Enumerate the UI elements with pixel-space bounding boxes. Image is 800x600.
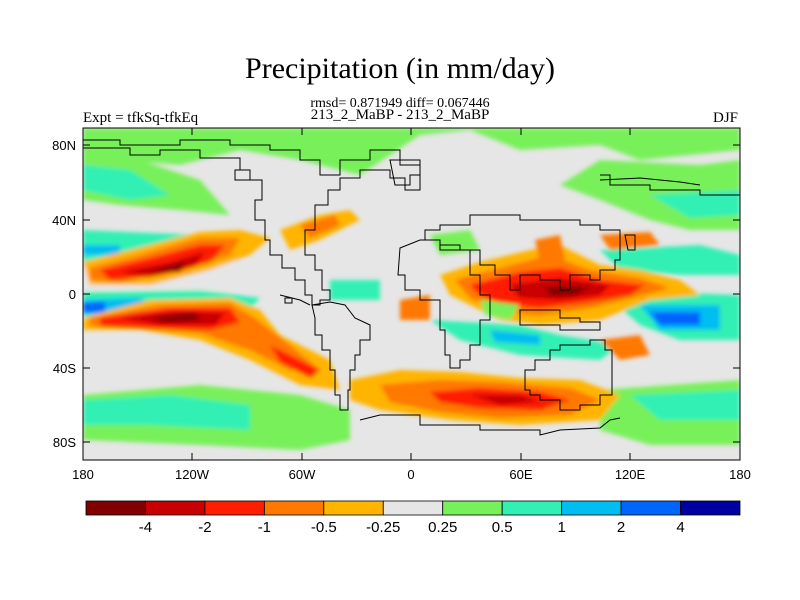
colorbar-box [323, 500, 384, 516]
ytick-label: 40S [52, 361, 76, 376]
xtick-label: 60E [509, 467, 533, 482]
colorbar-label: -2 [198, 519, 212, 536]
precip-field [83, 128, 740, 460]
experiment-label: Expt = tfkSq-tfkEq [83, 110, 199, 126]
colorbar-label: 1 [557, 519, 566, 536]
xtick-label: 120E [614, 467, 646, 482]
colorbar-box [85, 500, 146, 516]
ytick-label: 40N [52, 213, 76, 228]
colorbar-label: 0.5 [491, 519, 513, 536]
season-label: DJF [712, 110, 738, 126]
colorbar-box [561, 500, 622, 516]
plot-title: Precipitation (in mm/day) [245, 52, 555, 85]
colorbar-label: -0.5 [310, 519, 337, 536]
center-label: 213_2_MaBP - 213_2_MaBP [310, 107, 490, 123]
colorbar-box [442, 500, 503, 516]
ytick-label: 0 [68, 287, 76, 302]
xtick-label: 180 [729, 467, 751, 482]
coastlines [83, 139, 740, 436]
colorbar-box [145, 500, 206, 516]
colorbar-box [620, 500, 681, 516]
colorbar-box [263, 500, 325, 516]
colorbar [85, 500, 741, 516]
colorbar-label: 2 [616, 519, 626, 536]
colorbar-box [680, 500, 741, 516]
ytick-label: 80N [52, 138, 76, 153]
colorbar-box [501, 500, 563, 516]
colorbar-label: 0.25 [428, 519, 458, 536]
xtick-label: 180 [72, 467, 94, 482]
ytick-label: 80S [52, 435, 76, 450]
colorbar-box [204, 500, 265, 516]
colorbar-box [382, 500, 444, 516]
colorbar-label: -0.25 [366, 519, 401, 536]
stats-subtitle: rmsd= 0.871949 diff= 0.067446 [310, 96, 490, 111]
xtick-label: 0 [407, 467, 415, 482]
xtick-label: 120W [175, 467, 209, 482]
axis-ticks [82, 128, 741, 460]
xtick-label: 60W [288, 467, 316, 482]
colorbar-label: -1 [257, 519, 272, 536]
colorbar-label: 4 [676, 519, 685, 536]
colorbar-label: -4 [138, 519, 153, 536]
